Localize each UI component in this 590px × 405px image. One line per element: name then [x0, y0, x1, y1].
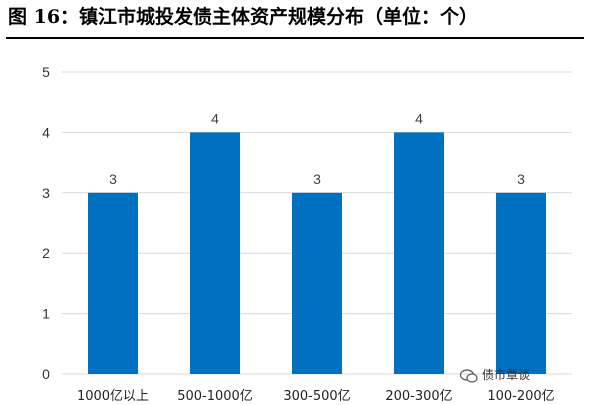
watermark: 债市覃谈 [460, 366, 530, 383]
y-tick-label: 4 [42, 124, 50, 140]
watermark-text: 债市覃谈 [482, 368, 531, 382]
x-tick-label: 100-200亿 [487, 389, 554, 404]
y-tick-label: 5 [42, 64, 50, 80]
bar [292, 192, 342, 374]
title-divider [6, 37, 584, 39]
y-tick-label: 2 [42, 245, 50, 261]
bar [88, 192, 138, 374]
bar [496, 192, 546, 374]
data-label: 3 [517, 171, 525, 187]
x-tick-label: 1000亿以上 [77, 389, 149, 404]
data-label: 3 [313, 171, 321, 187]
bar [190, 132, 240, 374]
data-label: 4 [211, 110, 219, 126]
chart-title: 图 16：镇江市城投发债主体资产规模分布（单位：个） [8, 6, 479, 28]
y-tick-label: 3 [42, 185, 50, 201]
bar [394, 132, 444, 374]
y-tick-label: 0 [42, 366, 50, 382]
data-labels: 3 4 3 4 3 [109, 110, 525, 186]
data-label: 4 [415, 110, 423, 126]
x-tick-label: 500-1000亿 [177, 389, 253, 404]
data-label: 3 [109, 171, 117, 187]
x-tick-label: 200-300亿 [385, 389, 452, 404]
y-tick-label: 1 [42, 306, 50, 322]
x-tick-label: 300-500亿 [283, 389, 350, 404]
bars [88, 132, 546, 374]
x-axis: 1000亿以上 500-1000亿 300-500亿 200-300亿 100-200亿 [77, 389, 555, 404]
y-axis: 0 1 2 3 4 5 [42, 64, 50, 382]
wechat-icon [460, 368, 478, 383]
